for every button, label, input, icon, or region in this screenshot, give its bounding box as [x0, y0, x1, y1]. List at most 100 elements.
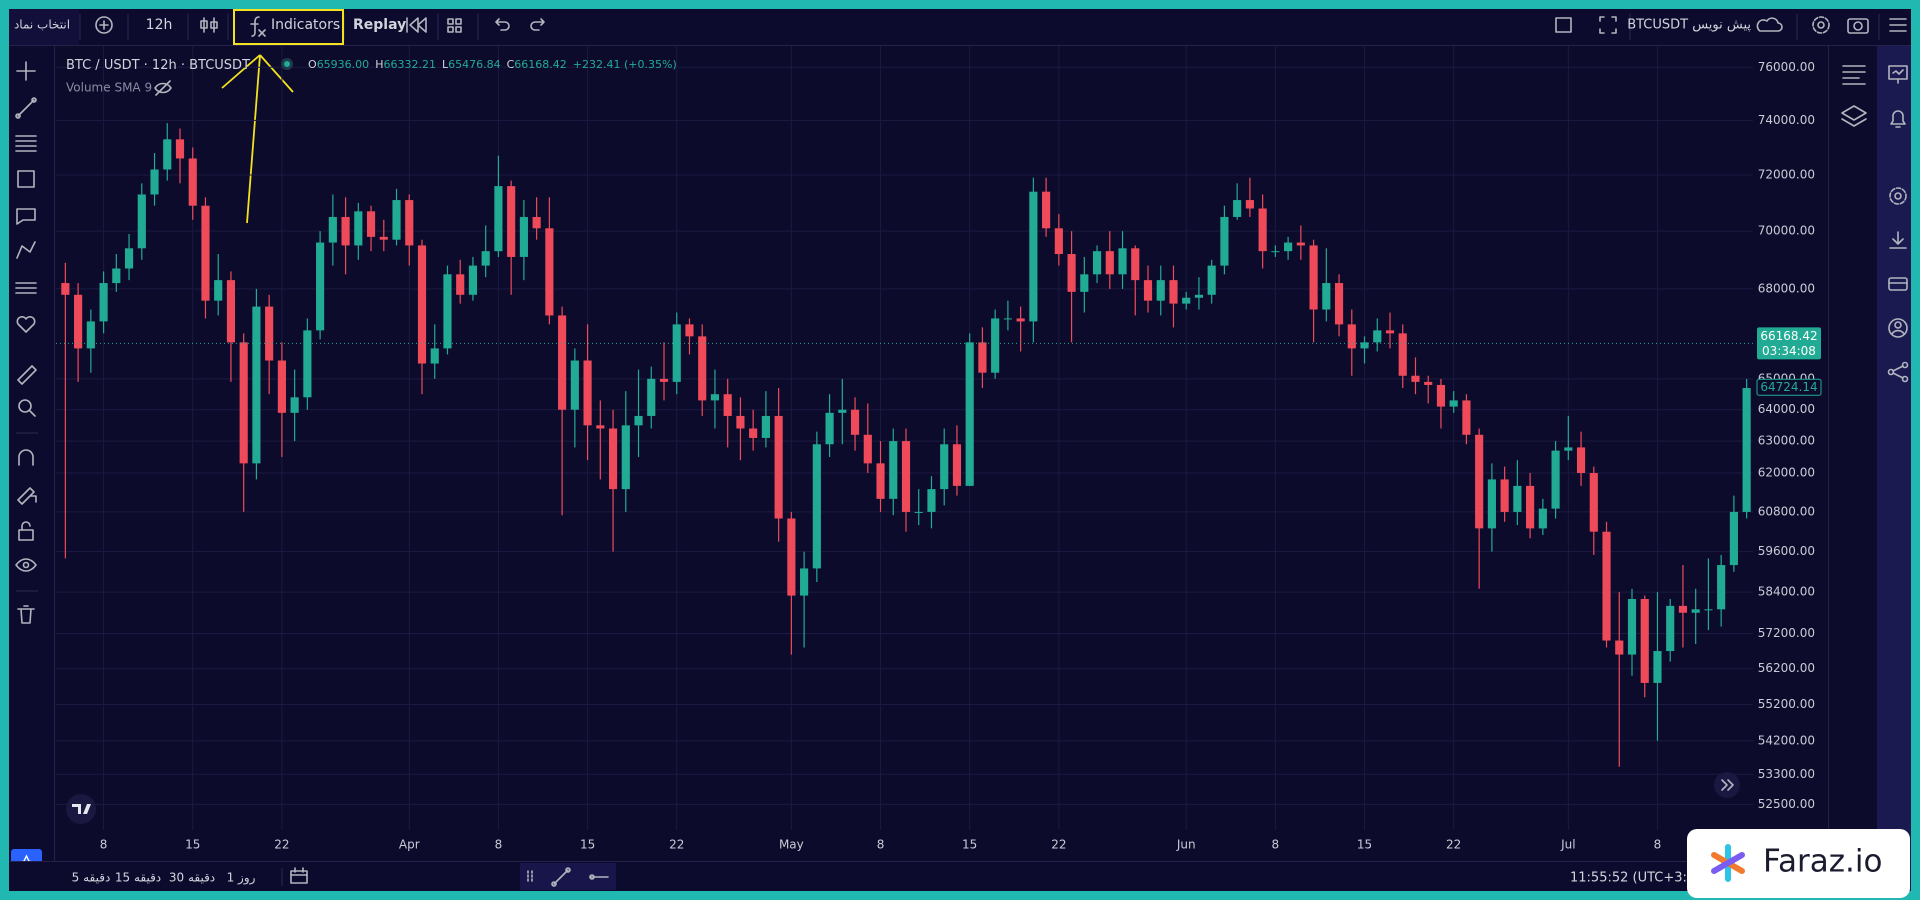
snapshot-button[interactable] [1847, 18, 1869, 34]
candle-body [1513, 485, 1522, 512]
sidebar-icons[interactable] [1887, 65, 1909, 383]
candle-body [608, 428, 618, 490]
x-tick-label: 8 [1654, 838, 1662, 852]
y-tick-label: 58400.00 [1758, 585, 1815, 599]
candle-body [940, 444, 949, 490]
candle-body [812, 444, 821, 569]
candle-body [1475, 434, 1484, 529]
candle-body [366, 211, 376, 237]
candle-body [1334, 283, 1344, 325]
candle-body [175, 139, 185, 159]
y-tick-label: 53300.00 [1758, 767, 1815, 781]
timeframe-button[interactable]: 30 دقیقه [169, 871, 215, 885]
candle-body [1003, 318, 1012, 320]
candle-body [876, 463, 885, 499]
x-tick-label: 15 [1357, 838, 1372, 852]
chart-legend: BTC / USDT · 12h · BTCUSDT O65936.00 H6633… [66, 58, 677, 73]
x-tick-label: Apr [399, 838, 420, 852]
timeframe-button[interactable]: 15 دقیقه [115, 871, 161, 885]
y-tick-label: 56200.00 [1758, 661, 1815, 675]
y-tick-label: 74000.00 [1758, 113, 1815, 127]
candle-body [723, 394, 732, 416]
layout-button[interactable] [447, 18, 462, 33]
candle-body [1182, 297, 1191, 304]
candle-body [188, 158, 197, 206]
watermark-logo [1711, 844, 1745, 882]
candle-body [1385, 330, 1395, 334]
candle-body [1449, 400, 1458, 407]
candle-body [214, 280, 223, 301]
candle-body [481, 251, 490, 266]
indicator-visibility[interactable] [154, 80, 172, 96]
watermark-badge [1687, 829, 1910, 898]
redo-button[interactable] [530, 18, 545, 31]
layers-button[interactable] [1841, 105, 1867, 127]
drawing-toolbar-buttons[interactable] [527, 867, 609, 887]
candle-body [1105, 251, 1114, 275]
candle-body [1143, 280, 1153, 301]
candle-body [1717, 565, 1726, 610]
candle-body [1131, 248, 1140, 281]
candle-body [850, 409, 860, 435]
y-tick-label: 59600.00 [1758, 544, 1815, 558]
candle-body [1500, 479, 1509, 512]
candle-body [1462, 400, 1471, 435]
candle-body [443, 274, 452, 349]
fullscreen-toggle[interactable] [1555, 17, 1572, 33]
settings-button[interactable] [1812, 16, 1830, 34]
drawing-tools[interactable] [15, 61, 37, 624]
candle-body [698, 336, 707, 401]
x-tick-label: 22 [274, 838, 289, 852]
replay-icon[interactable] [406, 17, 427, 33]
indicators-button[interactable]: Indicators [250, 16, 340, 37]
indicators-label: Indicators [271, 17, 340, 33]
top-bar [9, 9, 1911, 45]
candle-body [1615, 640, 1624, 655]
candle-body [1424, 381, 1433, 385]
candle-body [914, 511, 923, 513]
watchlist-button[interactable] [1842, 65, 1866, 85]
timeframe-button[interactable]: 1 روز [227, 871, 256, 886]
menu-button[interactable] [1889, 18, 1907, 32]
clock: 11:55:52 (UTC+3:30) [1570, 871, 1709, 886]
y-tick-label: 64000.00 [1758, 402, 1815, 416]
symbol-search-button[interactable] [9, 9, 79, 45]
date-range-button[interactable] [290, 867, 308, 884]
candle-body [710, 394, 720, 401]
candle-body [124, 248, 134, 269]
y-tick-label: 57200.00 [1758, 626, 1815, 640]
x-tick-label: Jun [1176, 838, 1196, 852]
timeframe-button[interactable]: 5 دقیقه [72, 871, 111, 885]
layout-name[interactable]: BTCUSDT پیش نویس [1627, 18, 1751, 33]
candle-body [1729, 511, 1738, 566]
x-tick-label: Jul [1560, 838, 1575, 852]
undo-button[interactable] [495, 18, 510, 31]
candle-body [863, 434, 872, 464]
candle-body [507, 186, 516, 257]
candle-body [290, 397, 299, 413]
legend-key: C [507, 58, 515, 71]
x-tick-label: 15 [185, 838, 200, 852]
candle-body [749, 428, 758, 438]
x-tick-label: 22 [1051, 838, 1066, 852]
legend-key: L [442, 58, 449, 71]
candle-body [1016, 318, 1025, 322]
candle-body [1360, 342, 1369, 349]
fullscreen-button[interactable] [1599, 16, 1617, 34]
x-tick-label: 8 [495, 838, 503, 852]
scroll-icon [1721, 779, 1734, 791]
y-tick-label: 62000.00 [1758, 465, 1815, 479]
interval-button[interactable]: 12h [146, 17, 173, 33]
chart-type-button[interactable] [200, 17, 218, 33]
add-symbol-button[interactable] [95, 16, 113, 34]
candle-body [1169, 280, 1178, 304]
replay-button[interactable]: Replay [353, 17, 406, 33]
left-toolbar [9, 46, 54, 891]
legend-key: O [308, 58, 317, 71]
x-tick-label: 8 [1272, 838, 1280, 852]
candle-body [150, 169, 159, 195]
y-tick-label: 55200.00 [1758, 697, 1815, 711]
candle-body [978, 342, 987, 373]
